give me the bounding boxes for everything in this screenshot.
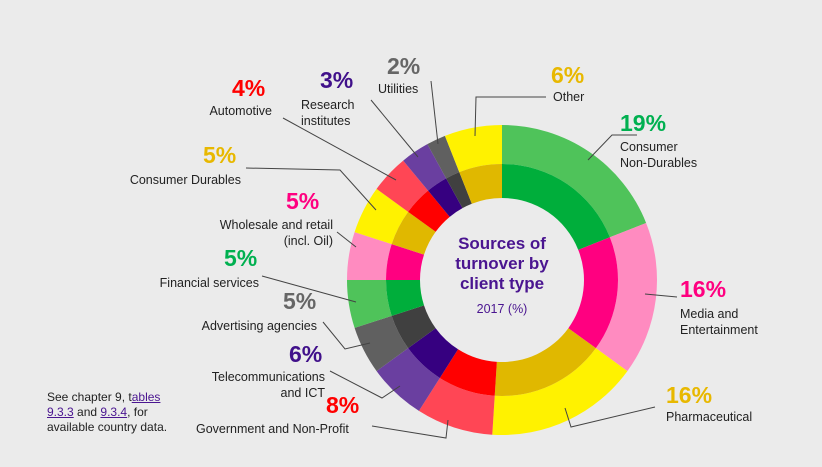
footnote: See chapter 9, tables 9.3.3 and 9.3.4, f… (47, 390, 167, 435)
slice-outer-wholesale-and-retail-incl-oil (347, 232, 392, 280)
segment-label: Telecommunications and ICT (212, 369, 325, 401)
segment-label: Automotive (209, 104, 272, 118)
slice-outer-research-institutes (403, 144, 447, 191)
segment-label: Consumer Durables (129, 173, 241, 187)
leader-line (370, 99, 419, 158)
slice-outer-other (444, 125, 502, 173)
tables-link[interactable]: ables (131, 390, 161, 404)
pct-label: 19% (620, 110, 667, 136)
label-line: Non-Durables (620, 156, 698, 170)
slice-outer-consumer-durables (354, 188, 409, 245)
slice-outer-automotive (376, 160, 429, 212)
leader-line (430, 80, 439, 145)
slice-inner-utilities (446, 172, 472, 209)
segment-label: Consumer Non-Durables (620, 139, 697, 171)
slice-outer-media-and-entertainment (595, 222, 657, 372)
pct-label: 16% (680, 276, 727, 302)
leader-line (261, 275, 357, 303)
slice-outer-government-and-non-profit (418, 377, 495, 435)
slice-inner-other (459, 164, 502, 204)
label-line: and ICT (280, 386, 325, 400)
pct-label: 5% (286, 188, 320, 214)
table-9-3-4-link[interactable]: 9.3.4 (100, 405, 128, 419)
note-text: and (73, 405, 101, 419)
table-9-3-3-link[interactable]: 9.3.3 (47, 405, 74, 419)
slice-inner-consumer-non-durables (502, 164, 610, 250)
title-line: turnover by (455, 254, 549, 273)
label-line: Media and (680, 307, 739, 321)
pct-label: 6% (289, 341, 323, 367)
leader-line (474, 96, 546, 137)
leader-line (329, 370, 401, 399)
slice-inner-financial-services (386, 280, 425, 316)
label-line: Research (301, 98, 355, 112)
leader-line (564, 406, 656, 428)
leader-lines (245, 80, 678, 439)
leader-line (282, 117, 397, 181)
pct-label: 4% (232, 75, 266, 101)
segment-label: Government and Non-Profit (196, 422, 349, 436)
pct-label: 6% (551, 62, 585, 88)
note-text: See chapter 9, t (47, 390, 132, 404)
segment-label: Wholesale and retail (incl. Oil) (220, 217, 333, 249)
leader-line (644, 293, 678, 298)
note-text: available country data. (47, 420, 168, 434)
label-line: Entertainment (680, 323, 758, 337)
pct-label: 5% (203, 142, 237, 168)
leader-line (371, 419, 449, 439)
slice-inner-research-institutes (428, 178, 463, 217)
slice-inner-consumer-durables (391, 211, 436, 255)
pct-label: 8% (326, 392, 360, 418)
slice-outer-utilities (427, 135, 460, 179)
slice-inner-automotive (408, 190, 450, 232)
slice-outer-financial-services (347, 280, 392, 328)
slice-outer-telecommunications-and-ict (376, 348, 440, 411)
leader-line (322, 321, 371, 350)
slice-inner-advertising-agencies (391, 305, 436, 349)
chart-subtitle: 2017 (%) (476, 302, 528, 316)
label-line: Telecommunications (211, 370, 325, 384)
label-line: Consumer (620, 140, 678, 154)
note-text: , for (127, 405, 148, 419)
pct-label: 2% (387, 53, 421, 79)
leader-line (245, 167, 377, 211)
segment-label: Media and Entertainment (680, 306, 758, 338)
label-line: institutes (301, 114, 351, 128)
title-line: Sources of (458, 234, 546, 253)
pct-label: 3% (320, 67, 354, 93)
chart-title: Sources of turnover by client type (402, 234, 602, 294)
segment-label: Advertising agencies (201, 319, 317, 333)
title-line: client type (459, 274, 545, 293)
segment-label: Pharmaceutical (666, 410, 753, 424)
slice-inner-media-and-entertainment (568, 237, 618, 349)
segment-label: Other (553, 90, 585, 104)
pct-label: 16% (666, 382, 713, 408)
slice-inner-telecommunications-and-ict (408, 328, 459, 378)
slice-outer-consumer-non-durables (502, 125, 647, 238)
pct-label: 5% (283, 288, 317, 314)
slice-inner-wholesale-and-retail-incl-oil (386, 244, 425, 280)
slice-inner-pharmaceutical (494, 328, 596, 396)
segment-label: Utilities (378, 82, 419, 96)
segment-label: Research institutes (301, 97, 355, 129)
leader-line (336, 231, 357, 248)
label-line: Wholesale and retail (219, 218, 333, 232)
label-line: (incl. Oil) (283, 234, 333, 248)
pct-label: 5% (224, 245, 258, 271)
segment-label: Financial services (159, 276, 259, 290)
slice-outer-pharmaceutical (492, 348, 628, 435)
slice-outer-advertising-agencies (354, 315, 409, 372)
slice-inner-government-and-non-profit (439, 349, 497, 396)
leader-line (587, 134, 637, 161)
